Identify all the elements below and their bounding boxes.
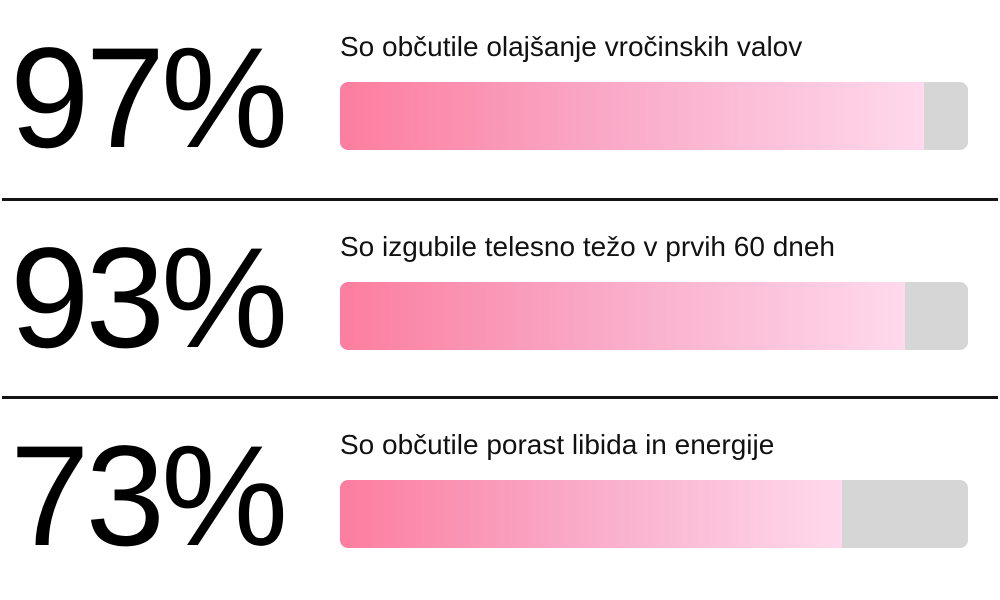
stat-row: 93% So izgubile telesno težo v prvih 60 … bbox=[0, 200, 1000, 400]
stat-label: So občutile porast libida in energije bbox=[340, 429, 775, 460]
stat-label: So občutile olajšanje vročinskih valov bbox=[340, 31, 803, 62]
stat-percent-value: 97% bbox=[10, 18, 288, 178]
progress-track bbox=[340, 82, 968, 150]
progress-fill bbox=[340, 282, 906, 350]
progress-fill bbox=[340, 82, 925, 150]
stat-label: So izgubile telesno težo v prvih 60 dneh bbox=[340, 231, 835, 262]
stat-percent-value: 93% bbox=[10, 218, 288, 378]
progress-fill bbox=[340, 480, 843, 548]
stat-row: 97% So občutile olajšanje vročinskih val… bbox=[0, 0, 1000, 200]
stat-row: 73% So občutile porast libida in energij… bbox=[0, 398, 1000, 598]
progress-track bbox=[340, 282, 968, 350]
divider bbox=[2, 396, 998, 399]
divider bbox=[2, 198, 998, 201]
progress-track bbox=[340, 480, 968, 548]
stat-percent-value: 73% bbox=[10, 416, 288, 576]
